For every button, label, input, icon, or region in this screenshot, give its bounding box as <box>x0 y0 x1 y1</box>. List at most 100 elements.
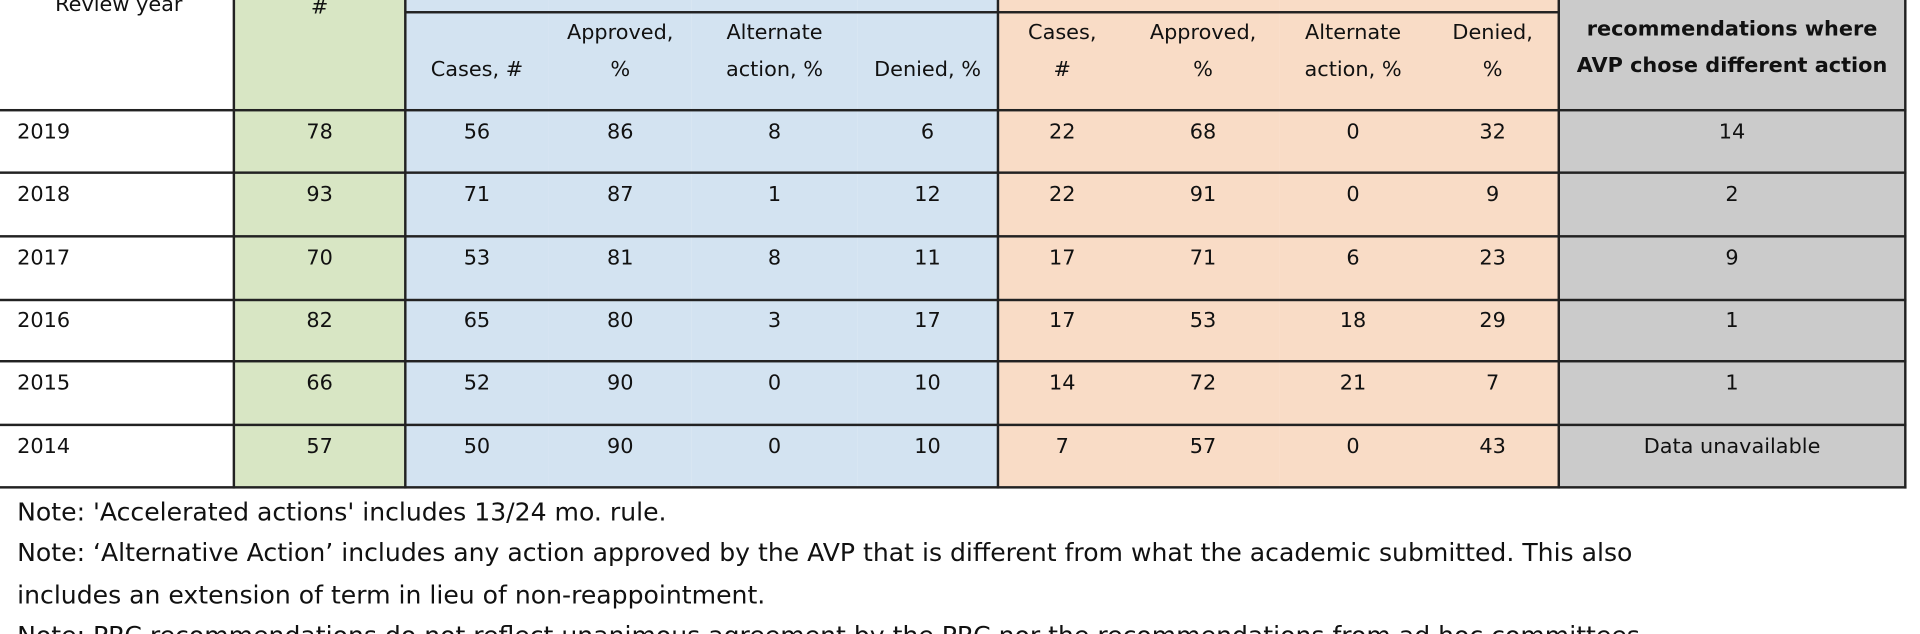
table-cell: 11 <box>914 246 941 271</box>
column-bg <box>691 0 858 488</box>
table-cell: 0 <box>1346 182 1360 207</box>
row-border <box>0 235 1907 238</box>
table-cell: 2015 <box>17 371 71 396</box>
table-cell: 0 <box>767 371 782 396</box>
table-cell: 2 <box>1725 182 1739 207</box>
table-cell: 86 <box>606 119 634 144</box>
table-cell: 50 <box>463 434 491 459</box>
table-cell: 78 <box>306 119 333 144</box>
header-cell: Review year <box>55 0 183 18</box>
table-cell: 53 <box>1189 308 1217 334</box>
table-cell: 8 <box>767 119 782 144</box>
subheader-cell: Approved, <box>1149 20 1257 46</box>
header-cell: % of PRC <box>1679 0 1784 5</box>
subheader-cell: % <box>1482 57 1503 83</box>
table-cell: 21 <box>1339 371 1367 396</box>
table-cell: 9 <box>1725 246 1739 271</box>
subheader-cell: action, % <box>725 57 824 83</box>
column-border <box>404 0 407 489</box>
table-cell: 14 <box>1048 371 1076 396</box>
table-cell: 87 <box>606 182 634 207</box>
subheader-cell: action, % <box>1304 57 1402 83</box>
column-bg <box>1126 0 1280 488</box>
subheader-cell: Denied, <box>1452 20 1533 46</box>
table-cell: 70 <box>306 246 333 271</box>
column-border <box>1904 0 1907 489</box>
table-cell: 0 <box>1346 434 1360 459</box>
header-cell: AVP chose different action <box>1576 53 1888 79</box>
table-cell: 6 <box>1346 246 1360 271</box>
table-cell: 7 <box>1055 434 1069 459</box>
table-cell: 1 <box>767 182 782 207</box>
subheader-cell: Cases, <box>1028 20 1097 46</box>
table-cell: 80 <box>606 308 634 334</box>
table-cell: 18 <box>1339 308 1367 334</box>
subheader-cell: % <box>1193 57 1213 83</box>
table-cell: 8 <box>767 246 782 271</box>
column-bg <box>1558 0 1906 488</box>
table-cell: 14 <box>1718 119 1746 144</box>
row-border <box>0 360 1907 363</box>
column-bg <box>1426 0 1559 488</box>
subheader-cell: Approved, <box>566 20 674 46</box>
column-bg <box>0 0 234 488</box>
row-border <box>0 171 1907 174</box>
table-cell: 53 <box>463 246 491 271</box>
table-cell: 57 <box>306 434 333 459</box>
table-cell: 81 <box>606 246 634 271</box>
table-cell: 43 <box>1479 434 1506 459</box>
table-cell: 66 <box>306 371 333 396</box>
table-cell: 2016 <box>17 308 71 334</box>
subheader-cell: Denied, % <box>874 57 981 83</box>
table-cell: 57 <box>1189 434 1217 459</box>
table-cell: 17 <box>914 308 941 334</box>
row-border <box>0 423 1907 427</box>
subheader-cell: Alternate <box>726 20 823 46</box>
note: Note: 'Accelerated actions' includes 13/… <box>17 497 667 527</box>
table-cell: 17 <box>1048 308 1076 334</box>
group-border <box>405 11 1559 14</box>
table-cell: 52 <box>463 371 491 396</box>
table-cell: 23 <box>1479 246 1506 271</box>
table-cell: 1 <box>1725 308 1739 334</box>
column-border <box>232 0 236 489</box>
table-cell: 91 <box>1189 182 1217 207</box>
column-bg <box>233 0 406 488</box>
table-cell: 22 <box>1048 182 1076 207</box>
table-cell: 71 <box>1189 246 1217 271</box>
table-cell: Data unavailable <box>1643 434 1821 459</box>
column-border <box>996 0 1000 489</box>
header-cell: recommendations where <box>1586 17 1878 42</box>
header-cell: # <box>310 0 329 20</box>
subheader-cell: # <box>1053 57 1071 83</box>
table-cell: 9 <box>1486 182 1500 207</box>
table-cell: 2014 <box>17 434 71 459</box>
table-cell: 6 <box>920 119 935 144</box>
table-cell: 2018 <box>17 182 71 207</box>
note: includes an extension of term in lieu of… <box>17 580 766 610</box>
table-cell: 90 <box>606 434 634 459</box>
subheader-cell: Alternate <box>1305 20 1402 46</box>
table-cell: 93 <box>306 182 333 207</box>
table-cell: 0 <box>767 434 782 459</box>
subheader-cell: Cases, # <box>430 57 524 83</box>
table-cell: 3 <box>767 308 782 334</box>
table-cell: 56 <box>463 119 491 144</box>
table-cell: 10 <box>914 371 941 396</box>
table-cell: 82 <box>306 308 333 334</box>
table-cell: 1 <box>1725 371 1739 396</box>
table-cell: 12 <box>914 182 941 207</box>
table-cell: 90 <box>606 371 634 396</box>
column-border <box>1557 0 1561 489</box>
table-cell: 0 <box>1346 119 1360 144</box>
table-cell: 29 <box>1479 308 1506 334</box>
subheader-cell: % <box>610 57 631 83</box>
note: Note: PRC recommendations do not reflect… <box>17 621 1648 634</box>
row-border <box>0 108 1907 112</box>
table-cell: 17 <box>1048 246 1076 271</box>
table-cell: 68 <box>1189 119 1217 144</box>
column-bg <box>1279 0 1427 488</box>
table-cell: 65 <box>463 308 491 334</box>
column-bg <box>997 0 1127 488</box>
